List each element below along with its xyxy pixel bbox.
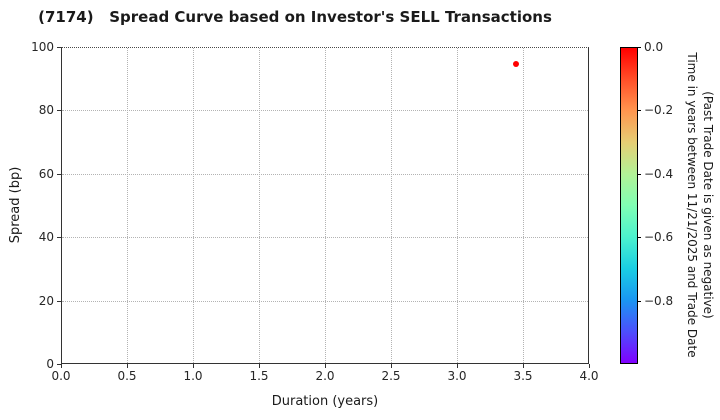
y-axis-tick <box>57 173 61 175</box>
gridline-vertical <box>325 48 326 363</box>
gridline-horizontal <box>62 173 588 175</box>
y-axis-tick <box>57 237 61 239</box>
y-tick-label: 0 <box>46 357 54 371</box>
colorbar-tick <box>638 110 641 112</box>
x-tick-label: 0.5 <box>117 369 137 383</box>
x-tick-label: 2.5 <box>381 369 401 383</box>
y-tick-label: 100 <box>31 40 54 54</box>
x-axis-tick <box>259 364 260 368</box>
colorbar-tick-label: 0.0 <box>644 40 664 54</box>
y-tick-label: 20 <box>38 294 54 308</box>
gridline-horizontal <box>62 110 588 112</box>
x-tick-label: 3.0 <box>447 369 467 383</box>
gridline-vertical <box>457 48 458 363</box>
x-axis-tick <box>457 364 458 368</box>
x-axis-label: Duration (years) <box>271 394 379 409</box>
colorbar-tick <box>638 237 641 239</box>
gridline-vertical <box>127 48 128 363</box>
colorbar-label: (Past Trade Date is given as negative) T… <box>684 40 716 370</box>
x-tick-label: 2.0 <box>315 369 335 383</box>
gridline-horizontal <box>62 237 588 239</box>
x-axis-tick <box>127 364 128 368</box>
colorbar-tick <box>638 47 641 48</box>
x-axis-tick <box>589 364 590 368</box>
x-tick-label: 1.0 <box>183 369 203 383</box>
x-axis-tick <box>61 364 62 368</box>
colorbar-tick <box>638 300 641 302</box>
colorbar-tick-label: −0.4 <box>644 167 674 181</box>
colorbar-tick-label: −0.6 <box>644 230 674 244</box>
x-axis-tick <box>391 364 392 368</box>
colorbar-tick-label: −0.8 <box>644 294 674 308</box>
y-axis-label: Spread (bp) <box>8 166 23 244</box>
x-axis-tick <box>193 364 194 368</box>
y-tick-label: 40 <box>38 230 54 244</box>
colorbar <box>620 47 638 364</box>
x-tick-label: 4.0 <box>579 369 599 383</box>
x-axis-tick <box>523 364 524 368</box>
y-tick-label: 80 <box>38 103 54 117</box>
y-axis-tick <box>57 110 61 112</box>
x-tick-label: 0.0 <box>51 369 71 383</box>
colorbar-label-line-1: Time in years between 11/21/2025 and Tra… <box>685 52 699 358</box>
y-axis-tick <box>57 47 61 48</box>
colorbar-label-line-2: (Past Trade Date is given as negative) <box>701 91 715 319</box>
gridline-horizontal <box>62 300 588 302</box>
plot-area <box>61 47 589 364</box>
y-tick-label: 60 <box>38 167 54 181</box>
chart-title: (7174) Spread Curve based on Investor's … <box>38 8 552 26</box>
x-axis-tick <box>325 364 326 368</box>
colorbar-tick <box>638 173 641 175</box>
gridline-vertical <box>259 48 260 363</box>
x-tick-label: 3.5 <box>513 369 533 383</box>
x-tick-label: 1.5 <box>249 369 269 383</box>
y-axis-tick <box>57 300 61 302</box>
colorbar-tick-label: −0.2 <box>644 103 674 117</box>
data-point <box>512 60 519 67</box>
gridline-vertical <box>193 48 194 363</box>
gridline-vertical <box>523 48 524 363</box>
colorbar-gradient <box>621 48 637 363</box>
gridline-vertical <box>391 48 392 363</box>
y-axis-tick <box>57 364 61 365</box>
